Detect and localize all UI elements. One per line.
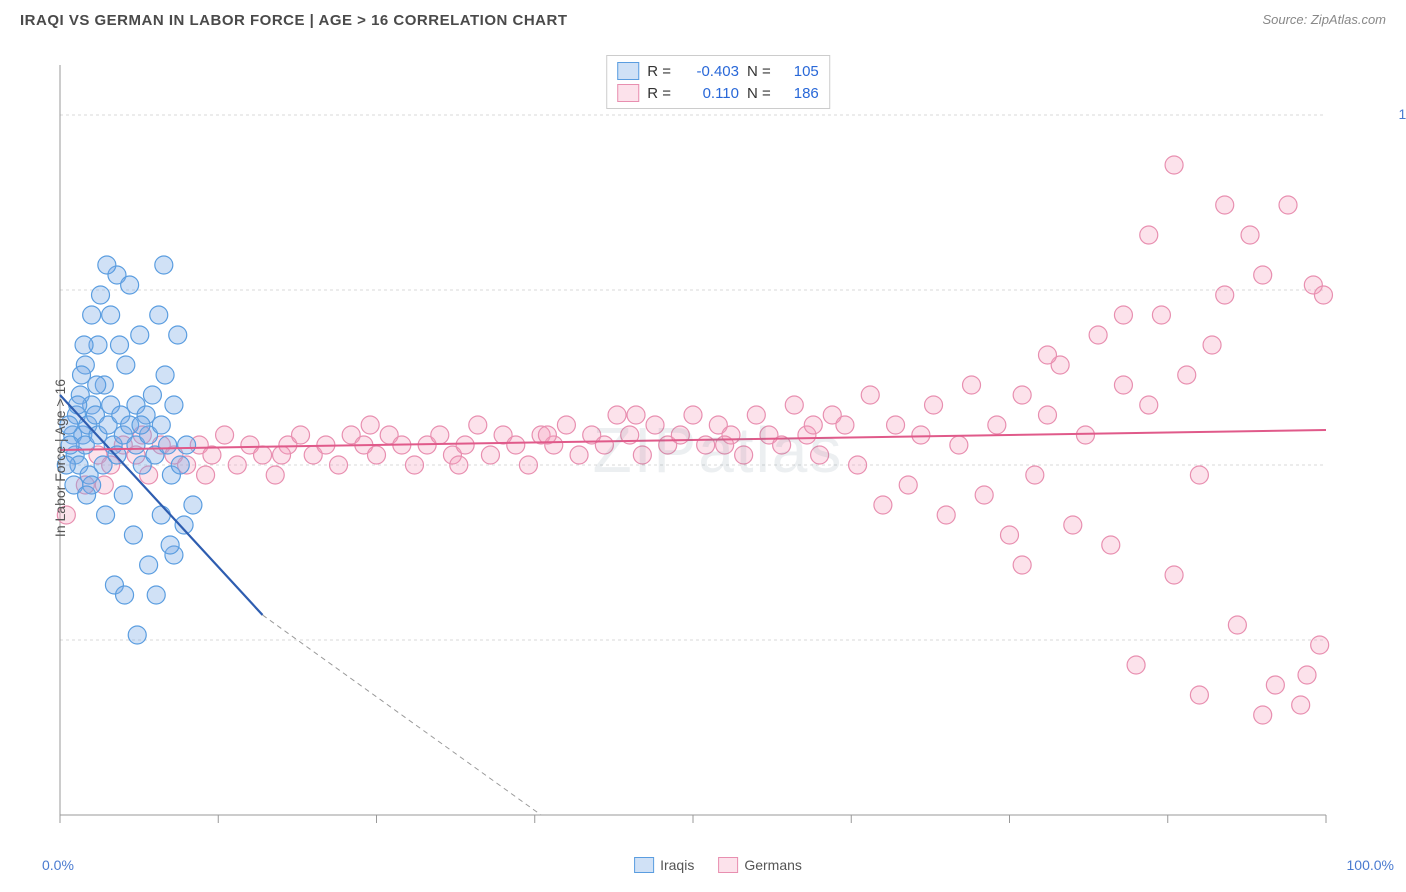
swatch-iraqis-icon bbox=[634, 857, 654, 873]
n-label: N = bbox=[747, 63, 771, 80]
r-label: R = bbox=[647, 85, 671, 102]
n-value-iraqis: 105 bbox=[779, 63, 819, 80]
scatter-plot bbox=[50, 55, 1386, 845]
r-label: R = bbox=[647, 63, 671, 80]
correlation-stats-box: R = -0.403 N = 105 R = 0.110 N = 186 bbox=[606, 55, 830, 109]
bottom-legend: Iraqis Germans bbox=[634, 857, 802, 873]
swatch-germans-icon bbox=[718, 857, 738, 873]
swatch-germans bbox=[617, 84, 639, 102]
x-tick-left: 0.0% bbox=[42, 857, 74, 873]
x-tick-right: 100.0% bbox=[1347, 857, 1394, 873]
swatch-iraqis bbox=[617, 62, 639, 80]
chart-area: In Labor Force | Age > 16 R = -0.403 N =… bbox=[50, 55, 1386, 845]
r-value-germans: 0.110 bbox=[679, 85, 739, 102]
source-attribution: Source: ZipAtlas.com bbox=[1262, 12, 1386, 27]
n-label: N = bbox=[747, 85, 771, 102]
stats-row-iraqis: R = -0.403 N = 105 bbox=[617, 60, 819, 82]
legend-item-germans: Germans bbox=[718, 857, 802, 873]
n-value-germans: 186 bbox=[779, 85, 819, 102]
y-tick-label: 100.0% bbox=[1399, 106, 1406, 122]
r-value-iraqis: -0.403 bbox=[679, 63, 739, 80]
chart-title: IRAQI VS GERMAN IN LABOR FORCE | AGE > 1… bbox=[20, 12, 567, 29]
legend-label-iraqis: Iraqis bbox=[660, 857, 694, 873]
y-axis-label: In Labor Force | Age > 16 bbox=[52, 379, 68, 537]
stats-row-germans: R = 0.110 N = 186 bbox=[617, 82, 819, 104]
legend-item-iraqis: Iraqis bbox=[634, 857, 694, 873]
legend-label-germans: Germans bbox=[744, 857, 802, 873]
